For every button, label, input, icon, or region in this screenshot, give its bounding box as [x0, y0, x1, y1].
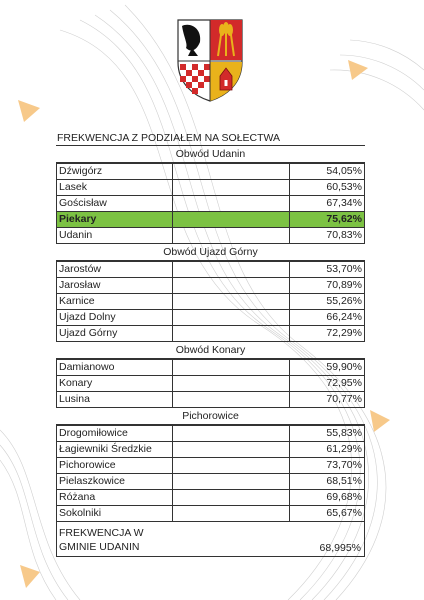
- village-name: Karnice: [56, 293, 173, 310]
- table-row: Lasek 60,53%: [56, 179, 365, 196]
- empty-cell: [172, 441, 290, 458]
- empty-cell: [172, 505, 290, 522]
- village-name: Udanin: [56, 227, 173, 244]
- empty-cell: [172, 457, 290, 474]
- village-name: Damianowo: [56, 359, 173, 376]
- empty-cell: [172, 195, 290, 212]
- table-row: Drogomiłowice 55,83%: [56, 425, 365, 442]
- table-row: Udanin 70,83%: [56, 227, 365, 244]
- table-row: Jarostów 53,70%: [56, 261, 365, 278]
- table-row: Piekary 75,62%: [56, 211, 365, 228]
- table-row: Gościsław 67,34%: [56, 195, 365, 212]
- turnout-value: 66,24%: [289, 309, 365, 326]
- empty-cell: [172, 179, 290, 196]
- turnout-table: FREKWENCJA Z PODZIAŁEM NA SOŁECTWA Obwód…: [56, 131, 365, 522]
- village-name: Piekary: [56, 211, 173, 228]
- village-name: Lusina: [56, 391, 173, 408]
- groups-container: Obwód Udanin Dźwigórz 54,05% Lasek 60,53% Goś…: [56, 146, 365, 522]
- total-label-line1: FREKWENCJA W: [59, 527, 144, 539]
- group-table: Jarostów 53,70% Jarosław 70,89% Karnice 55,26…: [56, 261, 365, 342]
- village-name: Łagiewniki Średzkie: [56, 441, 173, 458]
- empty-cell: [172, 325, 290, 342]
- empty-cell: [172, 375, 290, 392]
- group-table: Dźwigórz 54,05% Lasek 60,53% Gościsław 67,34%…: [56, 163, 365, 244]
- turnout-value: 67,34%: [289, 195, 365, 212]
- empty-cell: [172, 277, 290, 294]
- village-name: Ujazd Dolny: [56, 309, 173, 326]
- village-name: Różana: [56, 489, 173, 506]
- empty-cell: [172, 489, 290, 506]
- table-title: FREKWENCJA Z PODZIAŁEM NA SOŁECTWA: [56, 131, 365, 146]
- village-name: Jarostów: [56, 261, 173, 278]
- table-row: Łagiewniki Średzkie 61,29%: [56, 441, 365, 458]
- turnout-value: 65,67%: [289, 505, 365, 522]
- decor-triangle: [348, 60, 368, 80]
- empty-cell: [172, 293, 290, 310]
- coat-of-arms-logo: [177, 19, 243, 102]
- empty-cell: [172, 261, 290, 278]
- table-row: Pichorowice 73,70%: [56, 457, 365, 474]
- group-header: Obwód Ujazd Górny: [56, 244, 365, 261]
- turnout-value: 53,70%: [289, 261, 365, 278]
- turnout-value: 61,29%: [289, 441, 365, 458]
- decor-triangle: [18, 100, 40, 122]
- turnout-value: 73,70%: [289, 457, 365, 474]
- group-header: Obwód Udanin: [56, 146, 365, 163]
- turnout-value: 68,51%: [289, 473, 365, 490]
- turnout-value: 55,26%: [289, 293, 365, 310]
- village-name: Pichorowice: [56, 457, 173, 474]
- village-name: Ujazd Górny: [56, 325, 173, 342]
- total-label: FREKWENCJA W GMINIE UDANIN: [59, 526, 199, 554]
- table-row: Pielaszkowice 68,51%: [56, 473, 365, 490]
- turnout-value: 75,62%: [289, 211, 365, 228]
- table-row: Ujazd Górny 72,29%: [56, 325, 365, 342]
- decor-triangle: [20, 565, 40, 588]
- turnout-value: 72,29%: [289, 325, 365, 342]
- total-label-line2: GMINIE UDANIN: [59, 541, 140, 553]
- turnout-value: 69,68%: [289, 489, 365, 506]
- empty-cell: [172, 211, 290, 228]
- village-name: Lasek: [56, 179, 173, 196]
- table-row: Ujazd Dolny 66,24%: [56, 309, 365, 326]
- turnout-value: 70,77%: [289, 391, 365, 408]
- turnout-value: 59,90%: [289, 359, 365, 376]
- table-row: Damianowo 59,90%: [56, 359, 365, 376]
- turnout-value: 72,95%: [289, 375, 365, 392]
- empty-cell: [172, 163, 290, 180]
- village-name: Drogomiłowice: [56, 425, 173, 442]
- village-name: Sokolniki: [56, 505, 173, 522]
- group-header: Obwód Konary: [56, 342, 365, 359]
- empty-cell: [172, 425, 290, 442]
- village-name: Konary: [56, 375, 173, 392]
- table-row: Sokolniki 65,67%: [56, 505, 365, 522]
- decor-triangle: [370, 410, 390, 432]
- village-name: Gościsław: [56, 195, 173, 212]
- empty-cell: [172, 227, 290, 244]
- turnout-value: 70,89%: [289, 277, 365, 294]
- turnout-value: 54,05%: [289, 163, 365, 180]
- turnout-value: 60,53%: [289, 179, 365, 196]
- empty-cell: [172, 359, 290, 376]
- empty-cell: [172, 309, 290, 326]
- empty-cell: [172, 473, 290, 490]
- group-table: Drogomiłowice 55,83% Łagiewniki Średzkie 61…: [56, 425, 365, 522]
- village-name: Jarosław: [56, 277, 173, 294]
- table-row: Konary 72,95%: [56, 375, 365, 392]
- group-header: Pichorowice: [56, 408, 365, 425]
- total-value: 68,995%: [319, 542, 361, 554]
- group-table: Damianowo 59,90% Konary 72,95% Lusina 70,77%: [56, 359, 365, 408]
- table-row: Dźwigórz 54,05%: [56, 163, 365, 180]
- turnout-value: 55,83%: [289, 425, 365, 442]
- village-name: Pielaszkowice: [56, 473, 173, 490]
- table-row: Lusina 70,77%: [56, 391, 365, 408]
- table-row: Karnice 55,26%: [56, 293, 365, 310]
- table-row: Jarosław 70,89%: [56, 277, 365, 294]
- table-row: Różana 69,68%: [56, 489, 365, 506]
- empty-cell: [172, 391, 290, 408]
- total-turnout-box: FREKWENCJA W GMINIE UDANIN 68,995%: [56, 521, 365, 557]
- turnout-value: 70,83%: [289, 227, 365, 244]
- village-name: Dźwigórz: [56, 163, 173, 180]
